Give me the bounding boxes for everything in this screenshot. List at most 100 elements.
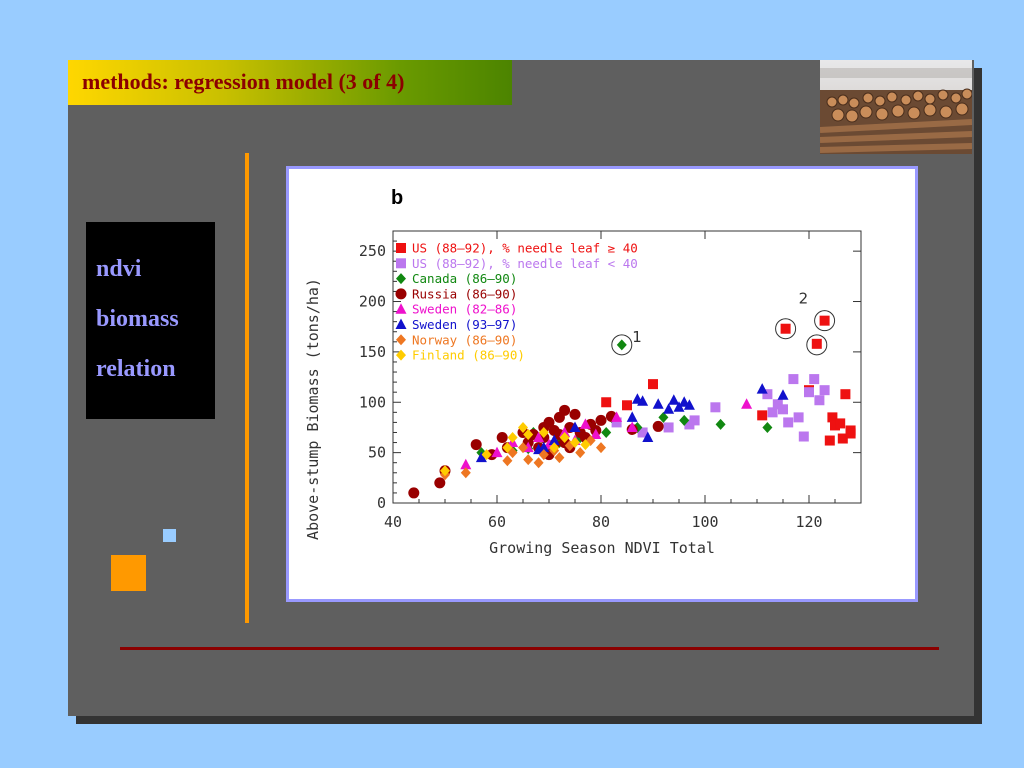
data-point [502, 455, 513, 467]
data-point [460, 458, 472, 470]
data-point [496, 432, 508, 444]
legend-label: Sweden (82–86) [412, 302, 517, 317]
data-point [668, 394, 680, 405]
data-point [611, 417, 622, 428]
legend-marker [395, 288, 407, 300]
y-tick-label: 250 [359, 242, 386, 260]
data-point [788, 374, 799, 385]
y-tick-label: 50 [368, 444, 386, 462]
data-point [679, 414, 690, 426]
legend-marker [396, 334, 406, 346]
vertical-accent-line [245, 153, 249, 623]
data-point [827, 412, 838, 423]
data-point [523, 428, 534, 440]
data-point [580, 439, 591, 451]
data-point [684, 419, 695, 430]
log-pile-photo [820, 60, 972, 154]
data-point [559, 426, 571, 437]
data-point [616, 339, 627, 351]
data-point [689, 415, 700, 426]
data-point [762, 421, 773, 433]
large-decor-square [111, 555, 146, 591]
y-tick-label: 200 [359, 293, 386, 311]
data-point [470, 439, 482, 451]
data-point [819, 385, 830, 396]
data-point [637, 427, 648, 438]
data-point [579, 418, 591, 429]
panel-label: b [391, 187, 404, 209]
data-point [559, 432, 570, 444]
data-point [460, 467, 471, 479]
data-point [819, 315, 830, 326]
data-point [741, 398, 753, 409]
data-point [518, 442, 528, 454]
data-point [830, 420, 840, 431]
x-tick-label: 60 [488, 513, 506, 531]
topic-relation: relation [96, 356, 176, 382]
data-point [538, 441, 550, 453]
horizontal-rule [120, 647, 939, 650]
data-point [570, 437, 580, 449]
data-point [683, 399, 695, 410]
scatter-chart: 40 60 80 100 120 0 50 100 150 200 250 1 2 US (88–92),… [359, 230, 862, 531]
title-bar: methods: regression model (3 of 4) [68, 60, 512, 105]
y-tick-label: 0 [377, 494, 386, 512]
topic-biomass: biomass [96, 306, 179, 332]
data-point [595, 414, 607, 426]
data-point [835, 418, 846, 429]
x-tick-label: 40 [384, 513, 402, 531]
data-point [408, 487, 420, 499]
data-point [715, 418, 726, 430]
data-point [601, 397, 612, 408]
data-point [518, 421, 528, 433]
y-tick-label: 100 [359, 393, 386, 411]
data-point [626, 421, 638, 432]
data-point [814, 395, 825, 406]
data-point [569, 421, 581, 432]
data-point [502, 442, 513, 454]
legend-marker [396, 273, 406, 285]
x-axis-label: Growing Season NDVI Total [489, 539, 715, 557]
data-point [840, 389, 851, 400]
data-point [804, 387, 814, 398]
data-point [663, 403, 675, 414]
data-point [663, 422, 674, 433]
legend-label: US (88–92), % needle leaf ≥ 40 [412, 241, 638, 256]
y-tick-label: 150 [359, 343, 386, 361]
data-point [837, 433, 848, 444]
data-point [538, 449, 549, 461]
chart-frame: 40 60 80 100 120 0 50 100 150 200 250 1 2 US (88–92),… [286, 166, 918, 602]
data-point [575, 447, 586, 459]
legend-marker [395, 303, 407, 314]
legend-label: Finland (86–90) [412, 348, 525, 363]
data-point [559, 404, 571, 416]
small-decor-square [163, 529, 176, 542]
data-point [585, 435, 596, 447]
data-point [533, 457, 544, 469]
data-point [440, 465, 450, 477]
slide-title: methods: regression model (3 of 4) [82, 69, 405, 94]
data-point [554, 452, 565, 464]
data-point [637, 395, 649, 406]
x-tick-label: 80 [592, 513, 610, 531]
legend-marker [395, 318, 407, 329]
legend-marker [396, 349, 406, 361]
data-point [622, 400, 632, 411]
data-point [824, 435, 835, 446]
x-tick-label: 120 [795, 513, 822, 531]
data-point [778, 404, 788, 415]
data-point [569, 408, 581, 420]
data-point [772, 399, 783, 410]
data-point [798, 431, 809, 442]
legend-marker [396, 243, 406, 253]
data-point [757, 410, 768, 421]
data-point [658, 411, 669, 423]
data-point [845, 428, 856, 439]
legend-label: US (88–92), % needle leaf < 40 [412, 256, 638, 271]
legend-label: Russia (86–90) [412, 286, 517, 301]
data-point [642, 431, 654, 443]
data-point [648, 379, 658, 390]
data-point [491, 446, 503, 458]
point-annotation: 1 [632, 328, 642, 346]
highlight-circle [806, 334, 828, 356]
